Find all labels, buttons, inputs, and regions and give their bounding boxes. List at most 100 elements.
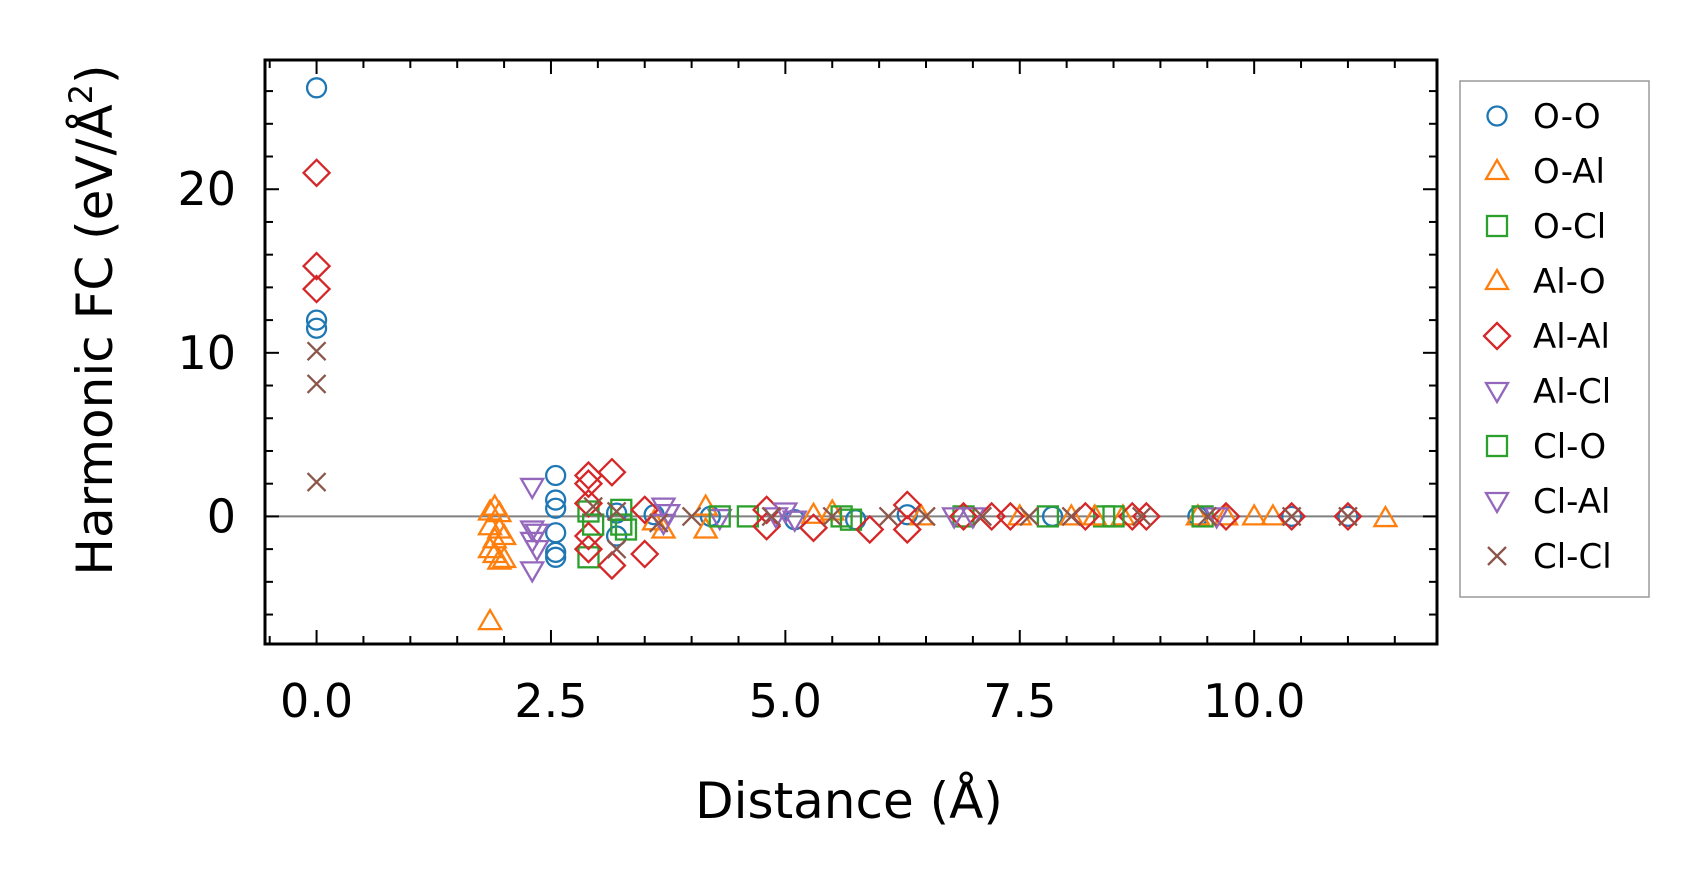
plot-area — [265, 77, 1437, 631]
legend-label: Cl-Al — [1533, 482, 1610, 522]
data-point — [1131, 506, 1152, 527]
data-point — [630, 539, 660, 569]
series-Al-Cl — [519, 477, 1230, 584]
data-point — [1102, 505, 1125, 528]
legend-label: O-O — [1533, 97, 1601, 137]
data-point — [597, 457, 627, 487]
data-point — [916, 506, 936, 527]
data-point — [573, 534, 604, 564]
data-point — [545, 497, 567, 519]
data-point-stroke — [648, 513, 669, 533]
data-point — [1277, 501, 1307, 532]
data-point — [301, 251, 332, 281]
data-point-stroke — [1061, 506, 1082, 527]
data-point — [573, 488, 604, 518]
y-axis-label: Harmonic FC (eV/Å2) — [62, 64, 124, 575]
series-O-O — [305, 77, 1359, 568]
y-axis-label-superscript: 2 — [62, 84, 100, 104]
data-point — [519, 477, 546, 501]
data-point — [655, 503, 682, 527]
x-axis-label: Distance (Å) — [695, 772, 1003, 830]
data-point — [577, 546, 600, 569]
legend-marker — [1485, 214, 1509, 238]
x-tick-label: 0.0 — [280, 674, 353, 728]
data-point — [305, 317, 328, 339]
data-point — [545, 541, 567, 564]
data-point — [545, 489, 567, 511]
data-point — [486, 547, 513, 570]
data-point-stroke — [972, 506, 993, 527]
data-point — [606, 539, 627, 559]
data-point — [1259, 503, 1286, 526]
legend-label: O-Al — [1533, 152, 1605, 192]
data-point — [892, 514, 922, 545]
y-tick-labels: 0 10 20 — [177, 162, 236, 543]
data-point — [545, 546, 567, 568]
legend-label: Cl-O — [1533, 427, 1606, 467]
y-axis-label-main: Harmonic FC (eV/Å — [66, 104, 124, 575]
data-point — [1337, 505, 1359, 528]
legend-label: Al-Cl — [1533, 372, 1611, 412]
data-point-stroke — [606, 539, 627, 559]
series-Cl-Cl — [306, 341, 1358, 559]
data-point — [306, 341, 327, 361]
data-point — [772, 502, 799, 525]
legend-item: O-Cl — [1485, 207, 1606, 247]
data-point-stroke — [1338, 506, 1358, 527]
data-point — [305, 77, 328, 99]
data-point — [648, 513, 669, 533]
legend-marker — [1484, 267, 1510, 291]
data-point-stroke — [761, 506, 782, 527]
series-Cl-Al — [523, 503, 986, 563]
legend-item: Cl-Cl — [1487, 537, 1612, 577]
data-point — [583, 496, 603, 517]
legend-item: Al-O — [1484, 262, 1606, 302]
data-point — [1061, 506, 1082, 527]
data-point-stroke — [306, 472, 327, 492]
data-point-stroke — [878, 506, 899, 527]
data-point — [952, 505, 975, 528]
x-tick-label: 7.5 — [983, 674, 1056, 728]
data-point — [1333, 501, 1363, 532]
legend-item: Cl-O — [1485, 427, 1606, 467]
data-point — [1058, 503, 1085, 526]
data-point — [519, 520, 546, 543]
tick-marks — [265, 60, 1437, 644]
legend-item: Cl-Al — [1484, 482, 1610, 522]
data-point-stroke — [606, 501, 627, 522]
data-point — [630, 495, 660, 525]
data-point — [1281, 506, 1302, 527]
data-point — [1372, 504, 1399, 528]
data-point — [1213, 503, 1240, 526]
data-point — [1081, 503, 1108, 526]
data-point — [798, 513, 829, 543]
x-tick-label: 10.0 — [1203, 674, 1305, 728]
legend-item: Al-Al — [1482, 317, 1610, 357]
data-point — [650, 516, 677, 539]
data-point-stroke — [1131, 506, 1152, 527]
data-point — [736, 505, 760, 528]
data-point-stroke — [916, 506, 936, 527]
data-point — [306, 472, 327, 492]
legend-marker — [1484, 157, 1510, 181]
legend-item: O-O — [1486, 97, 1601, 137]
data-point — [301, 274, 332, 304]
data-point-stroke — [1197, 506, 1218, 527]
y-tick-label: 20 — [177, 162, 236, 216]
x-tick-labels: 0.0 2.5 5.0 7.5 10.0 — [280, 674, 1305, 728]
data-point — [1019, 506, 1039, 527]
data-point — [582, 513, 605, 536]
data-point — [301, 158, 332, 188]
legend-marker — [1486, 105, 1508, 127]
data-point-stroke — [1019, 506, 1039, 527]
data-point — [477, 607, 504, 631]
data-point — [545, 522, 567, 544]
data-point — [523, 539, 550, 563]
data-point — [523, 523, 550, 547]
data-point — [896, 504, 918, 526]
data-point — [681, 506, 702, 527]
data-point — [573, 521, 604, 551]
data-point — [941, 507, 968, 530]
data-point-stroke — [306, 341, 327, 361]
legend-label: Cl-Cl — [1533, 537, 1612, 577]
